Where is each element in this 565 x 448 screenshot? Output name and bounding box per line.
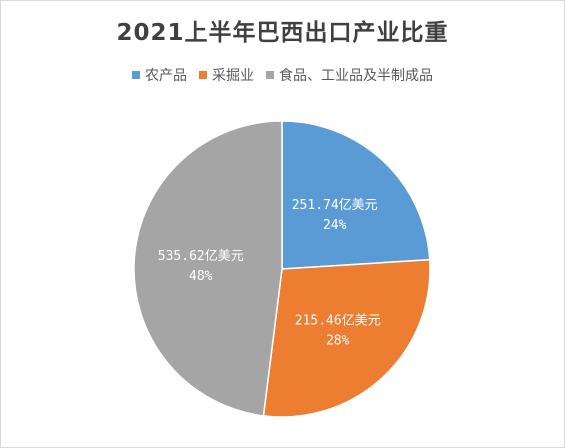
pie-slice-food-industrial	[133, 120, 283, 417]
legend-label-mining: 采掘业	[212, 68, 254, 84]
legend-swatch-agriculture	[132, 71, 140, 79]
legend-item-food-industrial: 食品、工业品及半制成品	[266, 65, 433, 85]
pie-slice-agriculture	[281, 120, 431, 270]
legend-label-food-industrial: 食品、工业品及半制成品	[279, 68, 433, 84]
legend-item-mining: 采掘业	[199, 65, 254, 85]
slice-percent-label-agriculture: 24%	[323, 218, 347, 233]
pie-slices	[133, 120, 431, 418]
pie-slice-mining	[262, 258, 431, 418]
legend-swatch-mining	[199, 71, 207, 79]
legend-label-agriculture: 农产品	[145, 68, 187, 84]
slice-percent-label-food-industrial: 48%	[189, 269, 213, 284]
chart-title: 2021上半年巴西出口产业比重	[116, 20, 449, 46]
chart-legend: 农产品 采掘业 食品、工业品及半制成品	[1, 65, 564, 85]
slice-value-label-mining: 215.46亿美元	[295, 313, 381, 328]
slice-value-label-food-industrial: 535.62亿美元	[158, 249, 244, 264]
slice-percent-label-mining: 28%	[326, 333, 350, 348]
slice-value-label-agriculture: 251.74亿美元	[292, 198, 378, 213]
legend-swatch-food-industrial	[266, 71, 274, 79]
pie-labels: 251.74亿美元 24% 215.46亿美元 28% 535.62亿美元 48%	[158, 198, 381, 348]
legend-item-agriculture: 农产品	[132, 65, 187, 85]
